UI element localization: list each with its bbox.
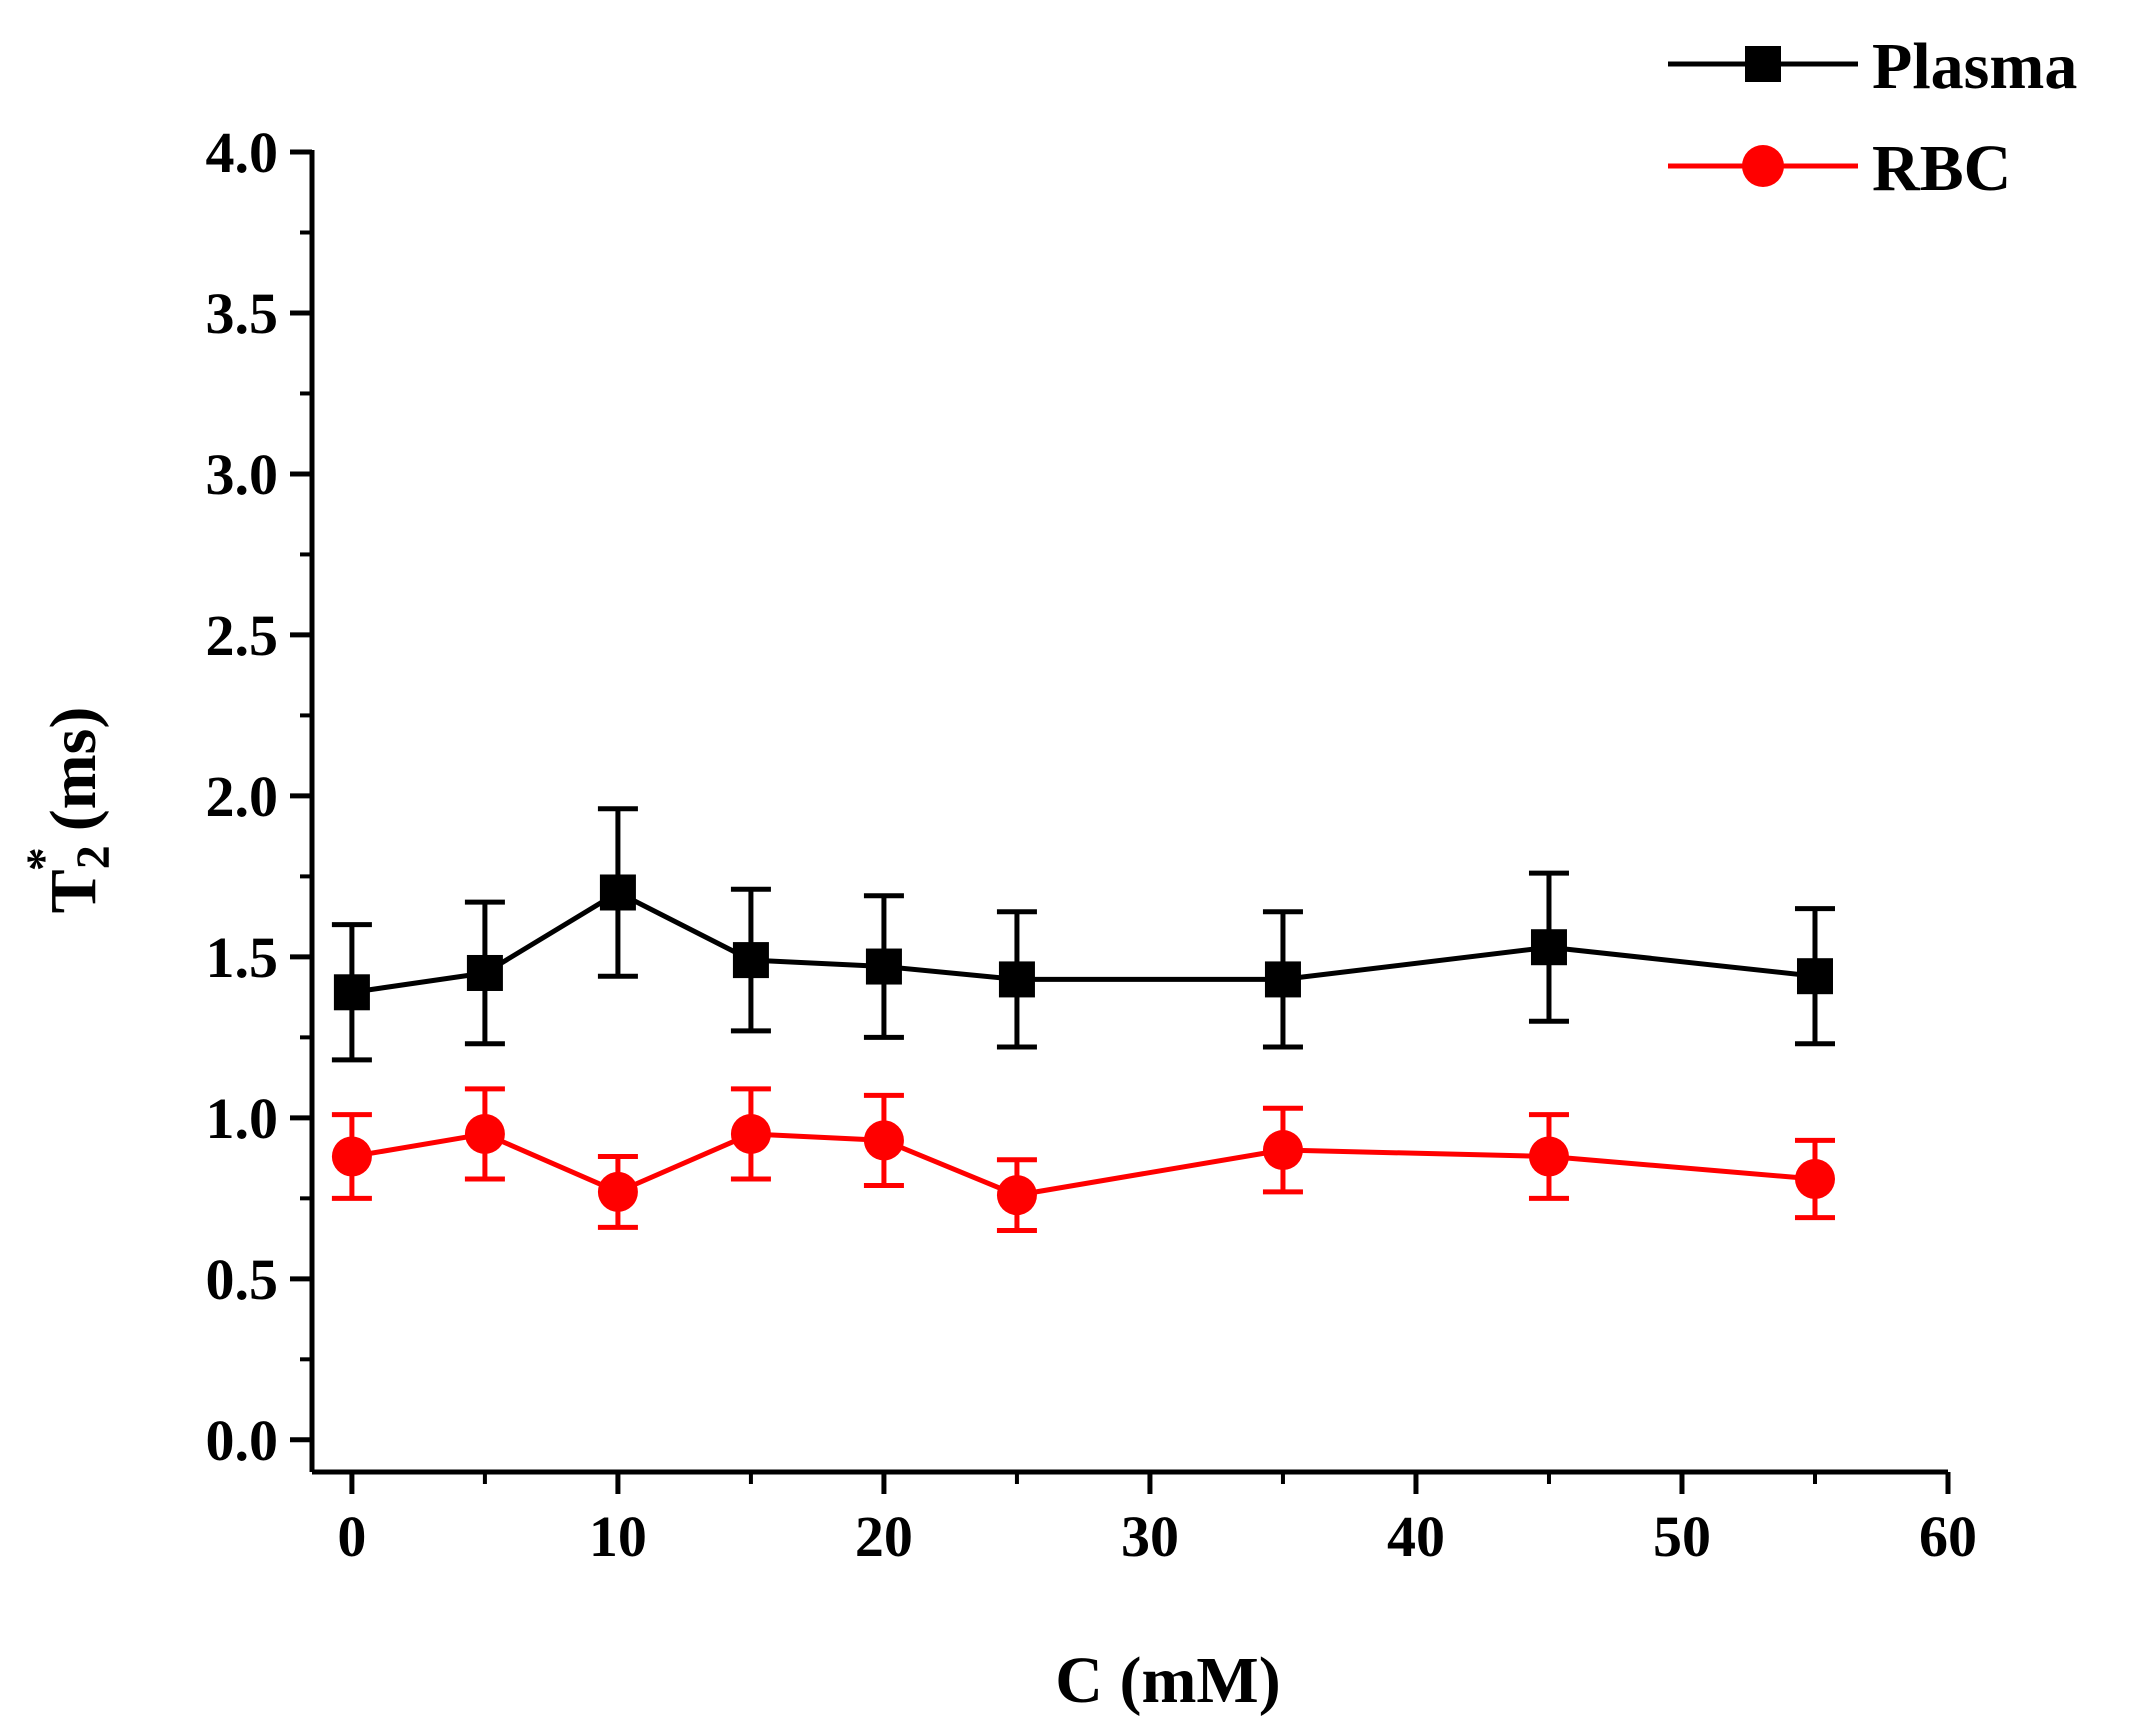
y-tick-label: 1.0 — [206, 1086, 279, 1151]
x-tick-label: 30 — [1121, 1504, 1179, 1569]
plasma-point — [865, 948, 902, 985]
y-axis-title: T2* (ms) — [17, 707, 120, 914]
plasma-point — [1796, 958, 1833, 995]
legend: Plasma RBC — [1668, 30, 2077, 205]
rbc-point — [1528, 1136, 1569, 1177]
x-tick-label: 50 — [1653, 1504, 1711, 1569]
legend-swatch-marker — [1742, 145, 1784, 187]
plasma-point — [466, 954, 503, 991]
y-axis-title-unit: (ms) — [37, 707, 110, 832]
legend-item-rbc: RBC — [1668, 132, 2011, 205]
y-tick-label: 1.5 — [206, 925, 279, 990]
rbc-point — [996, 1175, 1037, 1216]
y-tick-label: 3.5 — [206, 281, 279, 346]
x-tick-label: 10 — [589, 1504, 647, 1569]
ticks: 0.0 0.5 1.0 1.5 2.0 2.5 3.0 3.5 4.0 0 10 20 30 40 50 60 — [206, 120, 1978, 1569]
rbc-point — [863, 1120, 904, 1161]
x-tick-label: 40 — [1387, 1504, 1445, 1569]
legend-item-plasma: Plasma — [1668, 30, 2077, 103]
plasma-point — [1530, 929, 1567, 966]
y-axis-title-main: T — [37, 869, 110, 913]
plasma-point — [732, 942, 769, 979]
rbc-point — [1262, 1130, 1303, 1171]
y-tick-label: 4.0 — [206, 120, 279, 185]
y-tick-label: 2.0 — [206, 764, 279, 829]
rbc-line — [351, 1131, 1816, 1198]
rbc-point — [597, 1171, 638, 1212]
y-tick-label: 0.0 — [206, 1408, 279, 1473]
legend-swatch-marker — [1745, 46, 1781, 82]
plasma-series — [331, 806, 1835, 1063]
x-tick-label: 20 — [855, 1504, 913, 1569]
x-tick-label: 60 — [1919, 1504, 1977, 1569]
y-axis-title-subscript: 2 — [67, 845, 120, 869]
rbc-point — [1794, 1159, 1835, 1200]
y-tick-label: 0.5 — [206, 1247, 279, 1312]
plasma-point — [599, 874, 636, 911]
series-layer — [331, 806, 1835, 1234]
y-tick-label: 3.0 — [206, 442, 279, 507]
plasma-line — [351, 889, 1816, 995]
y-axis-title-superscript: * — [17, 847, 70, 871]
rbc-point — [730, 1113, 771, 1154]
y-tick-label: 2.5 — [206, 603, 279, 668]
plasma-point — [1264, 961, 1301, 998]
legend-label: Plasma — [1872, 30, 2077, 103]
plasma-point — [333, 974, 370, 1011]
plasma-point — [998, 961, 1035, 998]
rbc-series — [331, 1086, 1835, 1234]
x-tick-label: 0 — [337, 1504, 366, 1569]
axes — [309, 150, 1948, 1475]
rbc-point — [331, 1136, 372, 1177]
legend-label: RBC — [1872, 132, 2011, 205]
rbc-point — [464, 1113, 505, 1154]
x-axis-title: C (mM) — [1055, 1644, 1280, 1717]
